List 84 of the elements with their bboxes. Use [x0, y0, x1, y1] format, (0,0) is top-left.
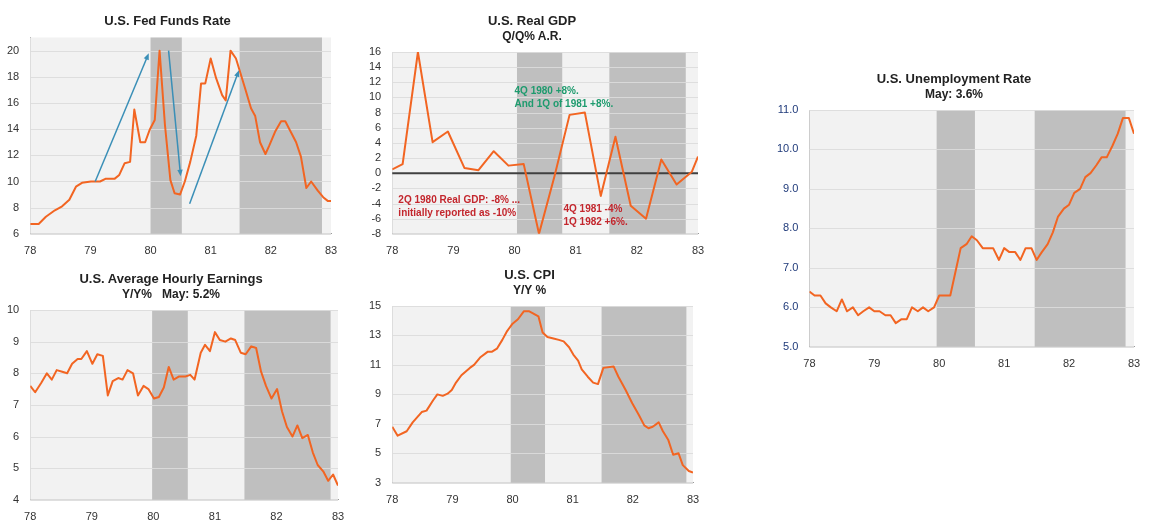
x-tick-label: 82 [626, 493, 639, 506]
y-tick-label: 5 [375, 446, 382, 459]
x-tick-label: 80 [147, 510, 160, 523]
y-tick-label: -2 [371, 181, 382, 194]
x-tick-label: 80 [144, 244, 157, 257]
y-tick-label: 0 [375, 166, 382, 179]
x-tick-label: 82 [630, 244, 643, 257]
y-tick-label: 5 [13, 461, 20, 474]
y-tick-label: -8 [371, 226, 382, 239]
x-tick-label: 83 [324, 244, 338, 257]
x-tick-label: 78 [24, 510, 37, 523]
y-tick-label: 11 [369, 357, 382, 370]
x-tick-label: 81 [566, 493, 579, 506]
y-tick-label: 16 [6, 96, 20, 109]
x-tick-label: 82 [264, 244, 277, 257]
y-tick-label: 15 [368, 299, 382, 312]
x-tick-label: 78 [386, 493, 399, 506]
x-tick-label: 78 [386, 244, 399, 257]
y-tick-label: 7 [375, 416, 382, 429]
x-tick-label: 80 [506, 493, 519, 506]
y-tick-label: 8 [13, 366, 20, 379]
annotation: 2Q 1980 Real GDP: -8% ... initially reported as -10% [398, 194, 521, 219]
y-tick-label: 5.0 [783, 339, 799, 352]
y-tick-label: 11.0 [777, 103, 799, 116]
y-tick-label: 8 [13, 200, 20, 213]
y-tick-label: 6 [375, 120, 382, 133]
x-tick-label: 78 [24, 244, 37, 257]
chart-title: U.S. Unemployment Rate [876, 71, 1032, 87]
y-tick-label: 16 [368, 45, 382, 58]
x-tick-label: 79 [868, 357, 881, 370]
y-tick-label: 9.0 [783, 181, 799, 194]
x-tick-label: 81 [204, 244, 217, 257]
x-tick-label: 79 [85, 510, 98, 523]
y-tick-label: 20 [6, 43, 20, 56]
x-tick-label: 82 [270, 510, 283, 523]
chart-title: U.S. Fed Funds Rate [104, 13, 231, 29]
y-tick-label: 6.0 [783, 300, 799, 313]
x-tick-label: 81 [998, 357, 1011, 370]
y-tick-label: 12 [368, 75, 382, 88]
y-tick-label: 6 [13, 226, 20, 239]
y-tick-label: 9 [375, 387, 382, 400]
y-tick-label: -6 [371, 211, 382, 224]
x-tick-label: 83 [1127, 357, 1141, 370]
chart-title: U.S. Average Hourly Earnings [79, 271, 263, 287]
y-tick-label: 8 [375, 105, 382, 118]
y-tick-label: 10.0 [776, 142, 799, 155]
y-tick-label: 7.0 [783, 260, 799, 273]
chart-title: U.S. CPI [504, 267, 555, 283]
y-tick-label: 6 [13, 429, 20, 442]
chart-subtitle: Q/Q% A.R. [502, 29, 562, 44]
x-tick-label: 81 [208, 510, 222, 523]
x-tick-label: 82 [1062, 357, 1076, 370]
y-tick-label: 14 [6, 122, 20, 135]
y-tick-label: 13 [368, 328, 382, 341]
x-tick-label: 81 [569, 244, 582, 257]
y-tick-label: 9 [13, 334, 20, 347]
chart-subtitle: Y/Y % [512, 283, 547, 298]
x-tick-label: 79 [446, 493, 459, 506]
x-tick-label: 79 [447, 244, 460, 257]
x-tick-label: 79 [84, 244, 97, 257]
x-tick-label: 83 [331, 510, 345, 523]
x-tick-label: 83 [691, 244, 705, 257]
x-tick-label: 80 [933, 357, 946, 370]
y-tick-label: 12 [6, 148, 20, 161]
annotation: 4Q 1980 +8%. And 1Q of 1981 +8%. [514, 85, 614, 110]
y-tick-label: 7 [13, 397, 20, 410]
y-tick-label: 18 [6, 69, 20, 82]
chart-title: U.S. Real GDP [487, 13, 577, 29]
y-tick-label: 4 [375, 135, 382, 148]
y-tick-label: 10 [368, 90, 382, 103]
y-tick-label: 2 [375, 151, 382, 164]
x-tick-label: 80 [508, 244, 521, 257]
y-tick-label: 10 [6, 303, 20, 316]
chart-subtitle: Y/Y% May: 5.2% [121, 287, 221, 302]
y-tick-label: 14 [368, 60, 382, 73]
annotation: 4Q 1981 -4% 1Q 1982 +6%. [563, 203, 628, 228]
x-tick-label: 83 [686, 493, 700, 506]
y-tick-label: -4 [371, 196, 382, 209]
y-tick-label: 4 [13, 492, 20, 505]
y-tick-label: 10 [6, 174, 20, 187]
y-tick-label: 3 [375, 475, 382, 488]
x-tick-label: 78 [803, 357, 816, 370]
chart-subtitle: May: 3.6% [924, 87, 984, 102]
y-tick-label: 8.0 [783, 221, 799, 234]
